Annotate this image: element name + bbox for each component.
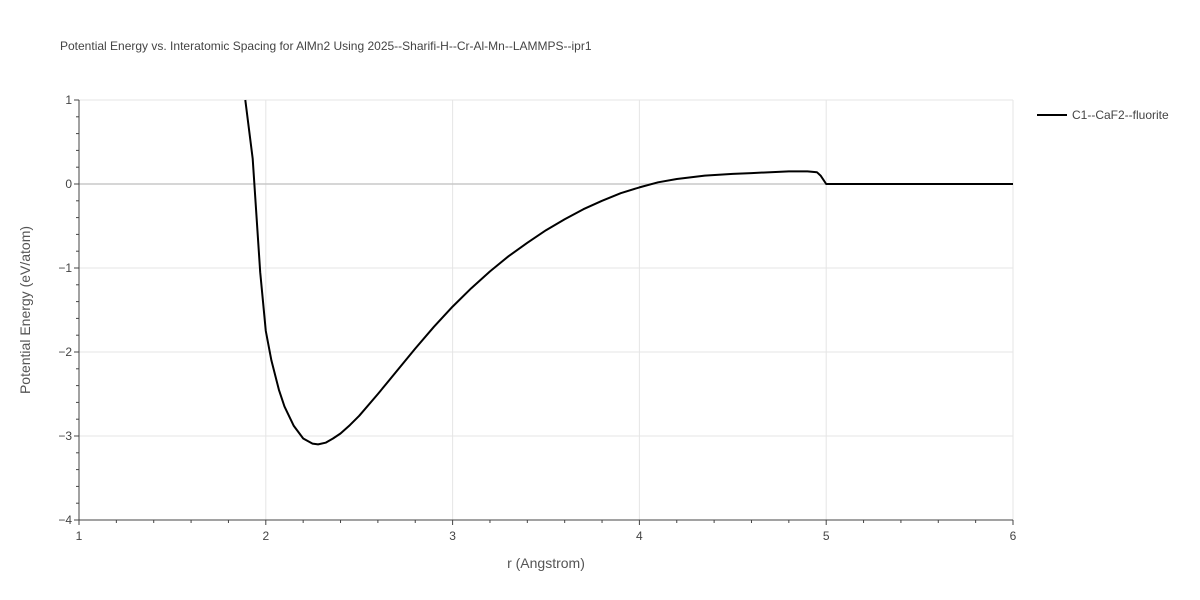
y-tick-label: 0 [65,177,72,191]
chart-title: Potential Energy vs. Interatomic Spacing… [60,39,592,53]
legend-label[interactable]: C1--CaF2--fluorite [1072,108,1169,122]
tick-labels: 1 2 3 4 5 6 1 0 −1 −2 −3 −4 [58,93,1016,543]
y-tick-label: −4 [58,513,72,527]
y-tick-label: −1 [58,261,72,275]
x-tick-label: 3 [449,529,456,543]
y-tick-label: −2 [58,345,72,359]
series-layer [244,99,1013,446]
y-tick-label: −3 [58,429,72,443]
x-tick-label: 2 [262,529,269,543]
x-tick-label: 1 [76,529,83,543]
x-tick-label: 4 [636,529,643,543]
series-line [244,99,1013,446]
axes [74,99,1014,525]
x-axis-title: r (Angstrom) [507,555,585,571]
legend[interactable]: C1--CaF2--fluorite [1037,108,1169,122]
y-axis-title: Potential Energy (eV/atom) [17,226,33,394]
x-tick-label: 5 [823,529,830,543]
x-tick-label: 6 [1010,529,1017,543]
y-tick-label: 1 [65,93,72,107]
grid-lines [79,99,1014,520]
